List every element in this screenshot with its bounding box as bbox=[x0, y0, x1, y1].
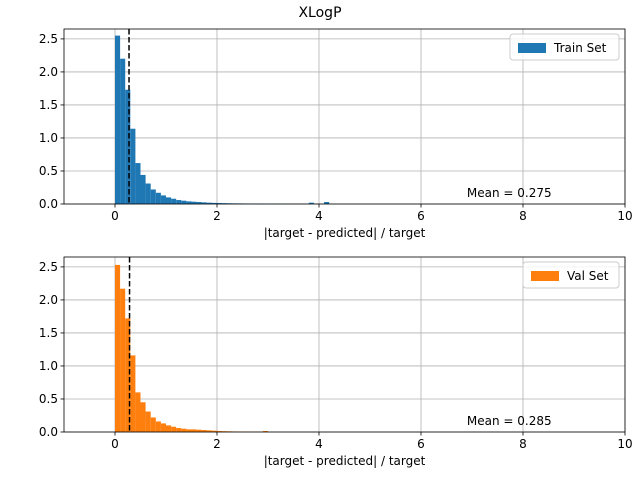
histogram-bar bbox=[160, 423, 166, 432]
axes-frame bbox=[63, 28, 626, 205]
x-tick-label: 10 bbox=[617, 437, 632, 451]
histogram-bar bbox=[120, 288, 126, 432]
histogram-bar bbox=[171, 426, 177, 432]
legend-box bbox=[522, 261, 620, 289]
legend-swatch bbox=[518, 43, 546, 53]
histogram-bar bbox=[191, 201, 197, 204]
x-tick-label: 8 bbox=[519, 209, 527, 223]
histogram-bar bbox=[166, 425, 172, 432]
x-tick-label: 4 bbox=[315, 437, 323, 451]
histogram-bar bbox=[155, 192, 161, 204]
histogram-bar bbox=[150, 189, 156, 204]
x-tick-label: 8 bbox=[519, 437, 527, 451]
x-tick-label: 2 bbox=[213, 209, 221, 223]
histogram-bar bbox=[308, 202, 314, 204]
legend-box bbox=[509, 33, 620, 61]
histogram-bar bbox=[140, 402, 146, 432]
histogram-bar bbox=[206, 430, 212, 432]
histogram-bar bbox=[201, 430, 207, 432]
y-tick-label: 1.5 bbox=[39, 326, 58, 340]
x-tick-label: 2 bbox=[213, 437, 221, 451]
y-tick-label: 2.0 bbox=[39, 65, 58, 79]
histogram-bar bbox=[160, 195, 166, 204]
histogram-bar bbox=[130, 355, 136, 432]
histogram-bar bbox=[125, 318, 131, 432]
histogram-bar bbox=[171, 198, 177, 204]
axes-frame bbox=[63, 256, 626, 433]
histogram-bar bbox=[181, 200, 187, 204]
histogram-bar bbox=[181, 428, 187, 432]
histogram-bar bbox=[166, 197, 172, 204]
histogram-bar bbox=[145, 411, 151, 432]
legend: Val Set bbox=[522, 261, 620, 289]
histogram-bar bbox=[211, 202, 217, 204]
histogram-bar bbox=[324, 202, 330, 204]
legend-label: Train Set bbox=[553, 41, 607, 55]
histogram-bar bbox=[135, 163, 141, 204]
y-tick-label: 2.5 bbox=[39, 260, 58, 274]
y-tick-label: 0.0 bbox=[39, 197, 58, 211]
y-tick-label: 2.5 bbox=[39, 32, 58, 46]
x-tick-label: 0 bbox=[111, 437, 119, 451]
histogram-bar bbox=[145, 183, 151, 204]
y-tick-label: 2.0 bbox=[39, 293, 58, 307]
histogram-bar bbox=[196, 202, 202, 204]
x-tick-label: 10 bbox=[617, 209, 632, 223]
x-tick-label: 6 bbox=[417, 209, 425, 223]
histogram-bar bbox=[115, 35, 121, 204]
histogram-bar bbox=[176, 200, 182, 204]
figure-title: XLogP bbox=[298, 5, 341, 21]
y-tick-label: 0.5 bbox=[39, 392, 58, 406]
x-axis-label: |target - predicted| / target bbox=[264, 226, 426, 240]
histogram-bar bbox=[120, 58, 126, 204]
histogram-bar bbox=[201, 202, 207, 204]
x-tick-label: 6 bbox=[417, 437, 425, 451]
histogram-bar bbox=[211, 430, 217, 432]
mean-annotation: Mean = 0.275 bbox=[467, 186, 552, 200]
chart-panel-2: 0 2 4 6 8 10 0.0 0.5 1.0 1.5 2.0 2.5 |target - predi… bbox=[39, 256, 633, 468]
y-tick-label: 1.5 bbox=[39, 98, 58, 112]
y-tick-label: 0.5 bbox=[39, 164, 58, 178]
legend-label: Val Set bbox=[567, 269, 609, 283]
legend-swatch bbox=[531, 271, 559, 281]
mean-annotation: Mean = 0.285 bbox=[467, 414, 552, 428]
histogram-bar bbox=[150, 417, 156, 432]
y-tick-label: 0.0 bbox=[39, 425, 58, 439]
x-tick-label: 4 bbox=[315, 209, 323, 223]
y-tick-label: 1.0 bbox=[39, 359, 58, 373]
histogram-bar bbox=[217, 203, 223, 204]
histogram-bar bbox=[155, 421, 161, 432]
chart-panel-1: 0 2 4 6 8 10 0.0 0.5 1.0 1.5 2.0 2.5 |target - predi… bbox=[39, 28, 633, 240]
histogram-bar bbox=[186, 201, 192, 204]
histogram-bar bbox=[196, 429, 202, 432]
x-tick-label: 0 bbox=[111, 209, 119, 223]
y-tick-label: 1.0 bbox=[39, 131, 58, 145]
histogram-bar bbox=[191, 429, 197, 432]
histogram-bar bbox=[140, 174, 146, 204]
histogram-bar bbox=[186, 429, 192, 432]
histogram-bar bbox=[222, 203, 228, 204]
histogram-bar bbox=[135, 392, 141, 432]
histogram-bar bbox=[130, 128, 136, 204]
histogram-bar bbox=[176, 428, 182, 432]
legend: Train Set bbox=[509, 33, 620, 61]
histogram-bar bbox=[115, 264, 121, 432]
x-axis-label: |target - predicted| / target bbox=[264, 454, 426, 468]
histogram-bar bbox=[217, 431, 223, 432]
histogram-bar bbox=[206, 202, 212, 204]
histogram-bar bbox=[125, 89, 131, 204]
histogram-bar bbox=[262, 431, 268, 432]
